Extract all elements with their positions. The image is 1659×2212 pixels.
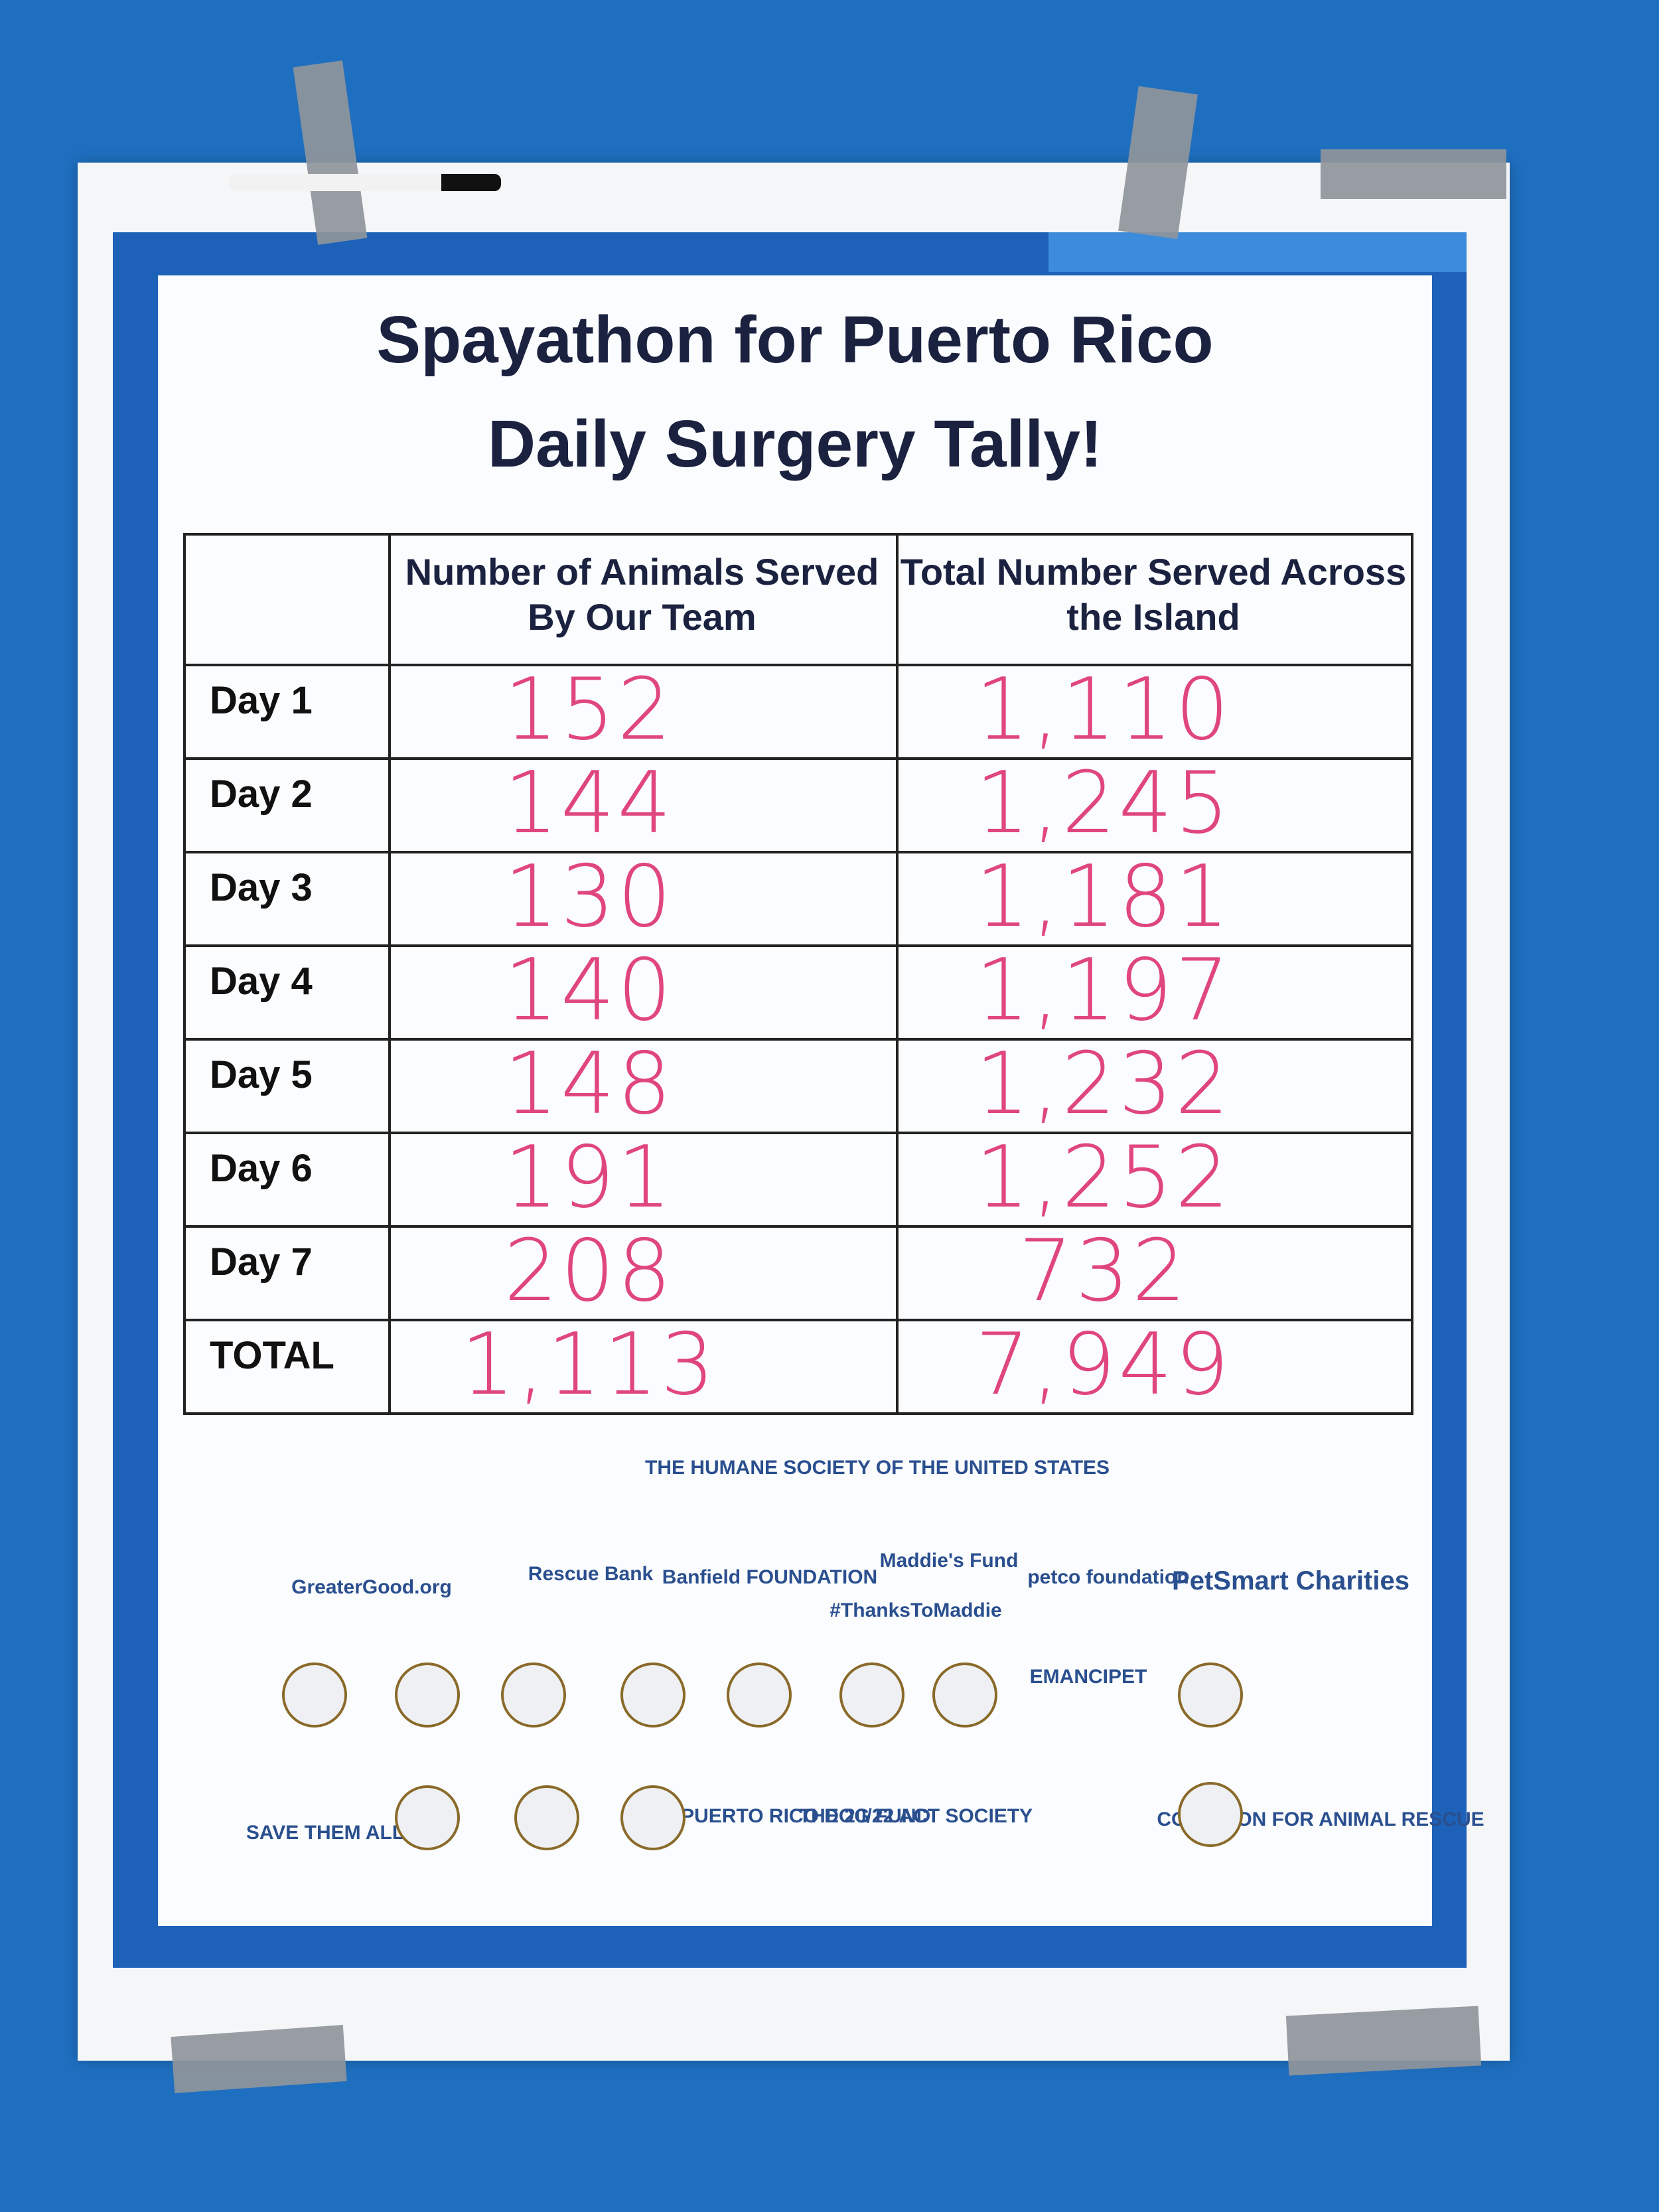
logo-emblem [282, 1662, 347, 1728]
tally-count: 140 [504, 941, 674, 1040]
row-label: Day 5 [210, 1053, 313, 1096]
sponsor-name: Rescue Bank [528, 1563, 654, 1585]
tally-count: 7,949 [975, 1315, 1232, 1414]
logo-emblem [932, 1662, 997, 1728]
column-header: Total Number Served Across the Island [900, 551, 1407, 638]
table-rule [896, 533, 899, 1415]
sponsor-name: GreaterGood.org [291, 1576, 452, 1598]
logo-emblem [620, 1662, 685, 1728]
sponsor-name: PetSmart Charities [1172, 1566, 1409, 1595]
tape [1321, 149, 1506, 199]
logo-emblem [395, 1785, 460, 1850]
tally-count: 1,245 [975, 754, 1232, 853]
tally-count: 144 [504, 754, 674, 853]
table-rule [183, 664, 1411, 666]
sponsor-name: #ThanksToMaddie [830, 1599, 1002, 1621]
tally-count: 148 [504, 1035, 674, 1134]
table-rule [183, 1412, 1411, 1415]
logo-emblem [1178, 1662, 1243, 1728]
row-label: Day 4 [210, 960, 313, 1003]
table-rule [183, 944, 1411, 947]
logo-emblem [839, 1662, 904, 1728]
tally-count: 191 [504, 1128, 674, 1227]
row-label: Day 7 [210, 1240, 313, 1284]
table-rule [183, 533, 1411, 536]
sponsor-name: EMANCIPET [1029, 1666, 1147, 1688]
table-rule [1411, 533, 1413, 1415]
title-line: Spayathon for Puerto Rico [376, 303, 1214, 377]
tally-count: 130 [504, 848, 674, 946]
row-label: Day 2 [210, 773, 313, 816]
tally-count: 1,232 [975, 1035, 1232, 1134]
logo-emblem [1178, 1782, 1243, 1847]
marker-pen [229, 174, 501, 191]
table-rule [183, 1132, 1411, 1134]
logo-emblem [620, 1785, 685, 1850]
row-label: Day 1 [210, 679, 313, 722]
logo-emblem [395, 1662, 460, 1728]
sponsor-name: THE 20/22 ACT SOCIETY [798, 1805, 1033, 1827]
tally-count: 1,197 [975, 941, 1232, 1040]
table-rule [183, 851, 1411, 853]
logo-emblem [727, 1662, 792, 1728]
sponsor-name: Banfield FOUNDATION [662, 1566, 878, 1588]
tally-count: 1,110 [975, 660, 1232, 759]
table-rule [183, 757, 1411, 760]
tally-count: 208 [504, 1222, 674, 1321]
tally-count: 1,252 [975, 1128, 1232, 1227]
tally-count: 152 [504, 660, 674, 759]
sponsor-name: Maddie's Fund [879, 1550, 1019, 1572]
row-label: TOTAL [210, 1334, 334, 1377]
table-rule [388, 533, 391, 1415]
sponsor-name: petco foundation [1027, 1566, 1189, 1588]
tape [171, 2025, 347, 2093]
sponsor-name: THE HUMANE SOCIETY OF THE UNITED STATES [645, 1457, 1110, 1479]
poster-border-accent [1048, 232, 1467, 272]
table-rule [183, 1038, 1411, 1041]
tally-count: 1,181 [975, 848, 1232, 946]
tally-count: 732 [1018, 1222, 1189, 1321]
logo-emblem [501, 1662, 566, 1728]
tally-count: 1,113 [461, 1315, 717, 1414]
row-label: Day 6 [210, 1147, 313, 1190]
poster-panel [158, 275, 1432, 1926]
logo-emblem [514, 1785, 579, 1850]
sponsor-name: SAVE THEM ALL [246, 1822, 405, 1844]
tape [1285, 2006, 1482, 2076]
row-label: Day 3 [210, 866, 313, 909]
table-rule [183, 1225, 1411, 1228]
table-rule [183, 1319, 1411, 1321]
column-header: Number of Animals Served By Our Team [405, 551, 879, 638]
title-line: Daily Surgery Tally! [487, 407, 1103, 481]
table-rule [183, 533, 186, 1415]
